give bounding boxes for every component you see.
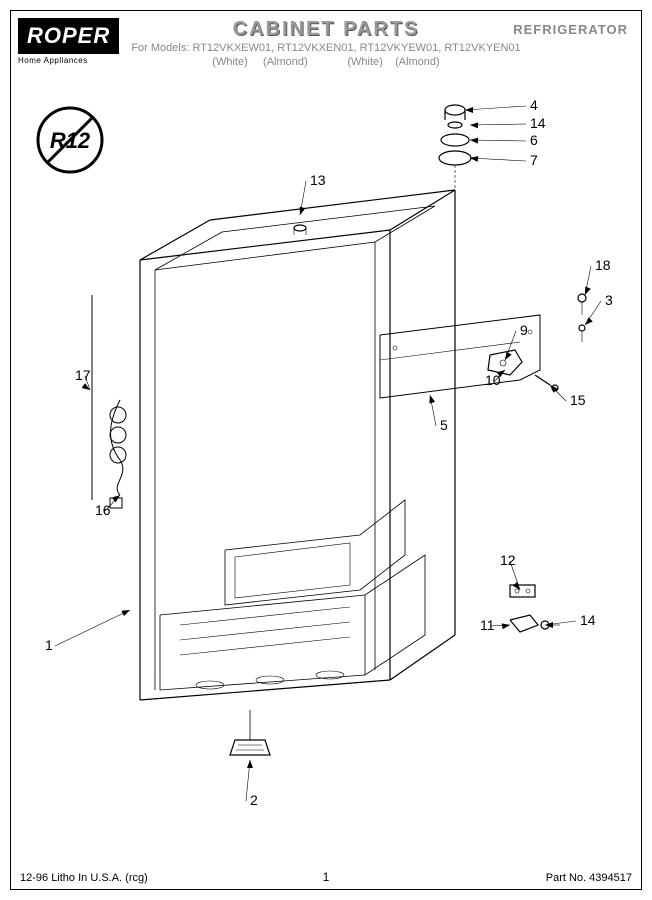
callout-line [470, 124, 526, 125]
models-line: For Models: RT12VKXEW01, RT12VKXEN01, RT… [0, 42, 652, 54]
callout-number: 13 [310, 172, 326, 188]
footer-right: Part No. 4394517 [546, 872, 632, 884]
callout-arrowhead [470, 138, 478, 144]
callout-arrowhead [121, 610, 130, 616]
callout-number: 6 [530, 132, 538, 148]
part-power-cord [92, 295, 126, 508]
callout-arrowhead [429, 395, 435, 404]
callout-arrowhead [465, 107, 473, 113]
callout-number: 7 [530, 152, 538, 168]
category-label: REFRIGERATOR [513, 22, 628, 37]
callout-arrowhead [470, 122, 478, 128]
callout-line [55, 610, 130, 646]
callout-arrowhead [585, 317, 593, 325]
callout-arrowhead [502, 623, 510, 629]
callout-number: 5 [440, 417, 448, 433]
callout-line [470, 140, 526, 141]
callout-number: 10 [485, 372, 501, 388]
callout-number: 3 [605, 292, 613, 308]
color-2: (White) [347, 56, 382, 68]
callout-number: 2 [250, 792, 258, 808]
exploded-diagram: R12 1234567910111213141415161718 [10, 80, 642, 870]
callout-line [470, 158, 526, 161]
model-1: RT12VKXEN01 [277, 42, 353, 54]
callout-number: 18 [595, 257, 611, 273]
callout-number: 14 [580, 612, 596, 628]
callout-number: 15 [570, 392, 586, 408]
callout-number: 12 [500, 552, 516, 568]
footer-partno-prefix: Part No. [546, 872, 586, 884]
model-3: RT12VKYEN01 [444, 42, 520, 54]
model-2: RT12VKYEW01 [360, 42, 439, 54]
part-leveling-foot [230, 710, 270, 755]
model-0: RT12VKXEW01 [192, 42, 271, 54]
models-prefix: For Models: [131, 42, 189, 54]
callouts-group: 1234567910111213141415161718 [45, 97, 613, 808]
footer-partno-value: 4394517 [589, 872, 632, 884]
callout-number: 16 [95, 502, 111, 518]
cabinet-body [92, 105, 586, 755]
callout-line [465, 106, 526, 110]
callout-number: 11 [480, 617, 495, 633]
callout-number: 1 [45, 637, 53, 653]
color-3: (Almond) [395, 56, 440, 68]
r12-badge: R12 [38, 108, 102, 172]
models-colors: (White) (Almond) (White) (Almond) [0, 56, 652, 68]
callout-number: 9 [520, 322, 528, 338]
part-hinge-plug [294, 225, 306, 235]
callout-arrowhead [247, 760, 253, 768]
callout-arrowhead [505, 352, 512, 360]
callout-number: 4 [530, 97, 538, 113]
callout-number: 17 [75, 367, 91, 383]
color-1: (Almond) [263, 56, 308, 68]
callout-arrowhead [300, 206, 306, 215]
callout-arrowhead [112, 495, 120, 502]
callout-number: 14 [530, 115, 546, 131]
callout-arrowhead [585, 286, 591, 295]
part-screws-top-right [578, 294, 586, 342]
part-separator-bar [380, 315, 540, 398]
color-0: (White) [212, 56, 247, 68]
part-top-hinge [439, 105, 471, 188]
